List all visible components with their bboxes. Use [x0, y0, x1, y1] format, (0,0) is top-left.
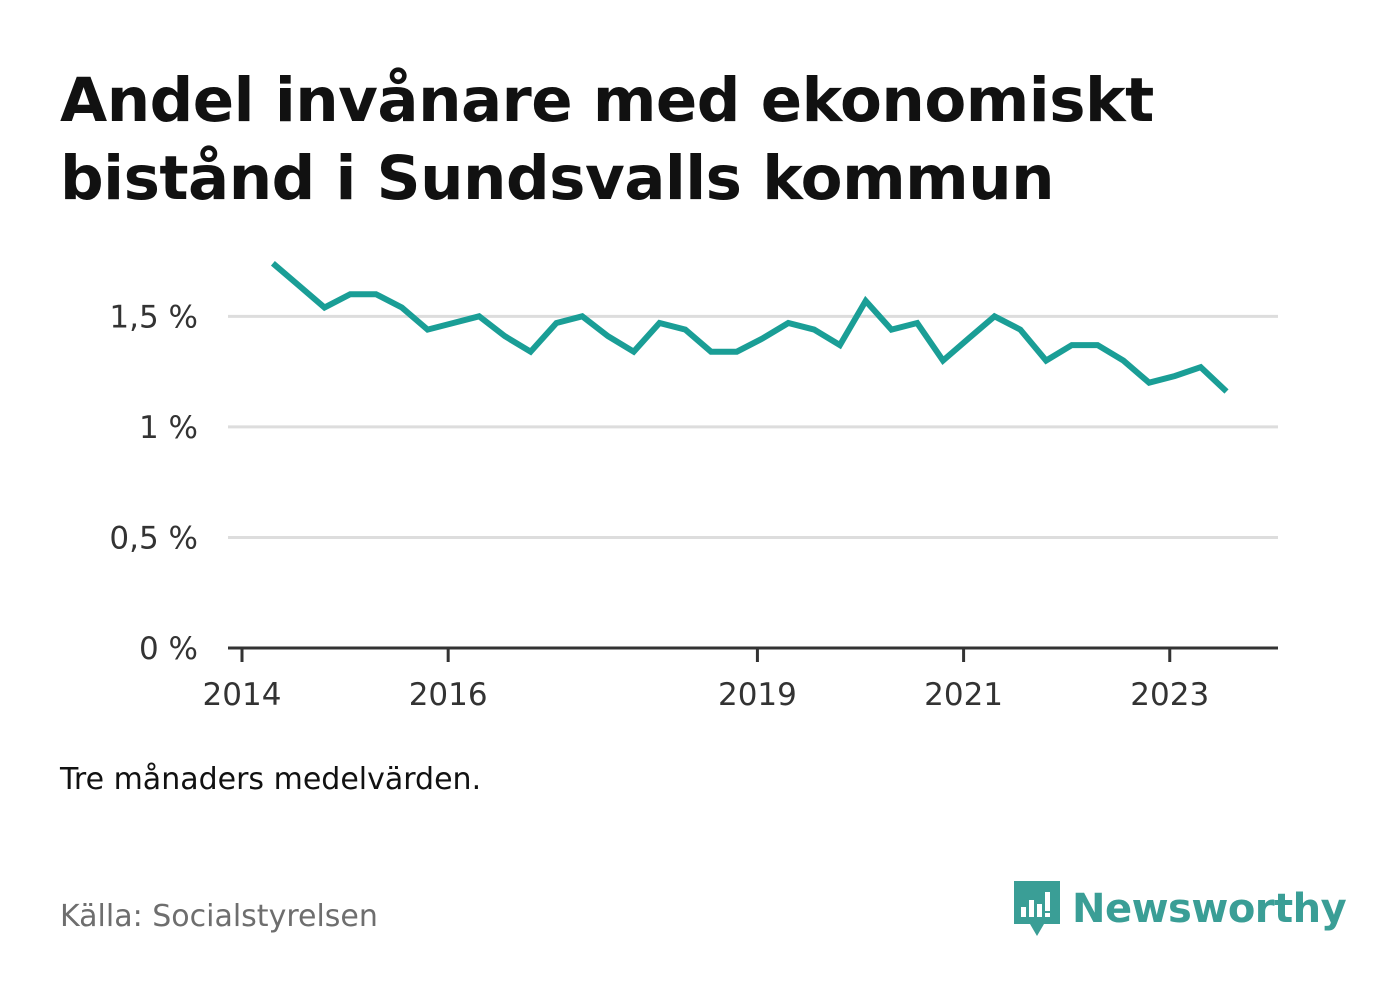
chart-title: Andel invånare med ekonomiskt bistånd i … — [60, 65, 1154, 214]
newsworthy-logo-icon — [1014, 881, 1060, 936]
series-line — [270, 261, 1229, 394]
y-tick-label: 0 % — [139, 631, 198, 667]
brand-name: Newsworthy — [1072, 886, 1347, 932]
source-credit: Källa: Socialstyrelsen — [60, 899, 378, 934]
x-tick-label: 2023 — [1130, 677, 1209, 713]
gridlines — [228, 314, 1278, 539]
brand-logo: Newsworthy — [1010, 878, 1347, 940]
series-group — [270, 261, 1229, 394]
y-axis-labels: 0 % 0,5 % 1 % 1,5 % — [109, 299, 198, 667]
x-tick-label: 2016 — [409, 677, 488, 713]
x-tick-label: 2014 — [203, 677, 282, 713]
y-tick-label: 1 % — [139, 410, 198, 446]
y-tick-label: 0,5 % — [109, 520, 198, 556]
x-tick-label: 2019 — [718, 677, 797, 713]
x-axis-ticks: 2014 2016 2019 2021 2023 — [203, 648, 1209, 713]
chart-note: Tre månaders medelvärden. — [60, 762, 482, 797]
x-tick-label: 2021 — [924, 677, 1003, 713]
y-tick-label: 1,5 % — [109, 299, 198, 335]
